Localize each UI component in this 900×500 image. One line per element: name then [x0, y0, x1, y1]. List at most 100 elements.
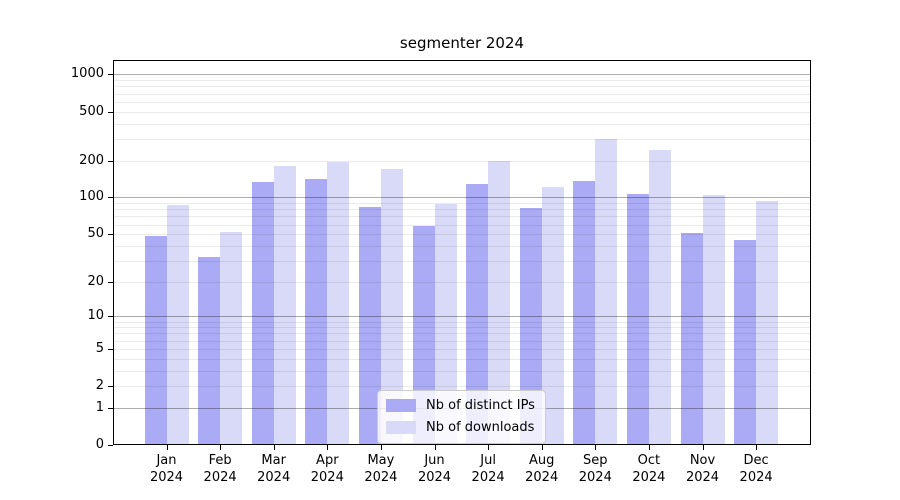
x-tick-month: Mar: [261, 453, 286, 468]
x-tick-month: Sep: [583, 453, 608, 468]
bar-jul-downloads: [488, 160, 511, 445]
bar-jun-downloads: [434, 203, 457, 445]
gridline-minor: [113, 260, 811, 262]
y-tick-label: 5: [95, 340, 104, 356]
gridline-minor: [113, 340, 811, 342]
x-tick-label-sep: Sep 2024: [565, 452, 625, 486]
gridline-minor: [113, 333, 811, 335]
x-tick-year: 2024: [364, 470, 398, 485]
y-tick-label: 20: [87, 273, 104, 289]
y-tick-mark: [108, 445, 113, 446]
gridline-minor: [113, 138, 811, 140]
gridline-minor: [113, 224, 811, 226]
x-tick-year: 2024: [685, 470, 720, 485]
gridline-minor: [113, 203, 811, 205]
x-tick-year: 2024: [525, 470, 559, 485]
legend: Nb of distinct IPs Nb of downloads: [377, 390, 546, 444]
gridline-minor: [113, 123, 811, 125]
x-tick-label-oct: Oct 2024: [619, 452, 679, 486]
y-tick-mark: [108, 234, 113, 236]
x-tick-label-aug: Aug 2024: [512, 452, 572, 486]
x-tick-year: 2024: [578, 470, 612, 485]
x-tick-mark: [756, 445, 758, 450]
bar-oct-downloads: [648, 149, 671, 445]
y-tick-mark: [108, 281, 113, 283]
bar-dec-ips: [734, 239, 757, 445]
gridline-minor: [113, 370, 811, 372]
x-tick-year: 2024: [471, 470, 505, 485]
legend-color-patch: [386, 399, 416, 412]
x-tick-mark: [327, 445, 329, 450]
x-tick-label-jan: Jan 2024: [137, 452, 197, 486]
x-tick-label-may: May 2024: [351, 452, 411, 486]
y-tick-mark: [108, 386, 113, 388]
x-tick-month: Aug: [528, 453, 555, 468]
y-tick-label: 0: [95, 437, 104, 452]
gridline-minor: [113, 386, 811, 388]
y-tick-mark: [108, 316, 113, 318]
bar-nov-ips: [680, 233, 703, 445]
bar-sep-downloads: [595, 139, 618, 445]
bar-feb-ips: [198, 257, 221, 445]
bar-oct-ips: [626, 194, 649, 445]
gridline-minor: [113, 327, 811, 329]
bar-may-ips: [358, 207, 381, 445]
x-tick-label-jul: Jul 2024: [458, 452, 518, 486]
bar-jan-downloads: [166, 204, 189, 445]
y-tick-mark: [108, 407, 113, 409]
x-tick-year: 2024: [417, 470, 452, 485]
x-tick-month: Nov: [689, 453, 716, 468]
y-tick-mark: [108, 348, 113, 350]
x-tick-mark: [702, 445, 704, 450]
gridline-minor: [113, 101, 811, 103]
chart-title: segmenter 2024: [399, 34, 525, 52]
plot-area: 0 1 2 5 10 20 50 100 200 500 1000 Jan 2024 Feb 2024 Mar…: [71, 60, 811, 485]
gridline-minor: [113, 245, 811, 247]
x-tick-label-mar: Mar 2024: [244, 452, 304, 486]
bar-dec-downloads: [756, 200, 779, 445]
bar-jan-ips: [144, 236, 167, 445]
x-tick-year: 2024: [310, 470, 344, 485]
gridlines-layer: [113, 60, 811, 445]
bar-sep-ips: [573, 181, 596, 445]
bar-apr-downloads: [327, 161, 350, 445]
y-tick-mark: [108, 197, 113, 199]
x-tick-mark: [595, 445, 597, 450]
x-tick-mark: [166, 445, 168, 450]
gridline-minor: [113, 86, 811, 88]
legend-label: Nb of distinct IPs: [426, 398, 535, 413]
x-tick-month: Jul: [480, 453, 496, 468]
y-tick-label: 1: [95, 399, 104, 415]
gridline-minor: [113, 93, 811, 95]
x-tick-month: Jan: [156, 453, 177, 468]
y-tick-label: 50: [87, 226, 104, 242]
y-tick-label: 10: [87, 308, 104, 324]
y-tick-label: 200: [79, 152, 104, 168]
gridline-minor: [113, 209, 811, 211]
x-tick-mark: [220, 445, 222, 450]
bars-layer: [113, 60, 811, 445]
gridline-minor: [113, 348, 811, 350]
y-tick-label: 100: [79, 189, 104, 205]
x-tick-mark: [648, 445, 650, 450]
bar-nov-downloads: [702, 195, 725, 445]
gridline-minor: [113, 216, 811, 218]
gridline-minor: [113, 281, 811, 283]
bar-may-downloads: [380, 169, 403, 445]
x-tick-month: Dec: [743, 453, 769, 468]
x-tick-label-dec: Dec 2024: [726, 452, 786, 486]
legend-item-downloads: Nb of downloads: [386, 418, 535, 437]
x-tick-year: 2024: [257, 470, 291, 485]
gridline-minor: [113, 160, 811, 162]
x-tick-year: 2024: [632, 470, 666, 485]
x-tick-mark: [380, 445, 382, 450]
bar-apr-ips: [305, 178, 328, 445]
gridline-major: [113, 197, 811, 199]
x-tick-month: Feb: [208, 453, 232, 468]
legend-label: Nb of downloads: [426, 420, 535, 435]
bar-jul-ips: [466, 183, 489, 445]
x-tick-label-jun: Jun 2024: [405, 452, 465, 486]
bar-mar-ips: [251, 181, 274, 445]
x-tick-label-apr: Apr 2024: [297, 452, 357, 486]
x-tick-mark: [541, 445, 543, 450]
